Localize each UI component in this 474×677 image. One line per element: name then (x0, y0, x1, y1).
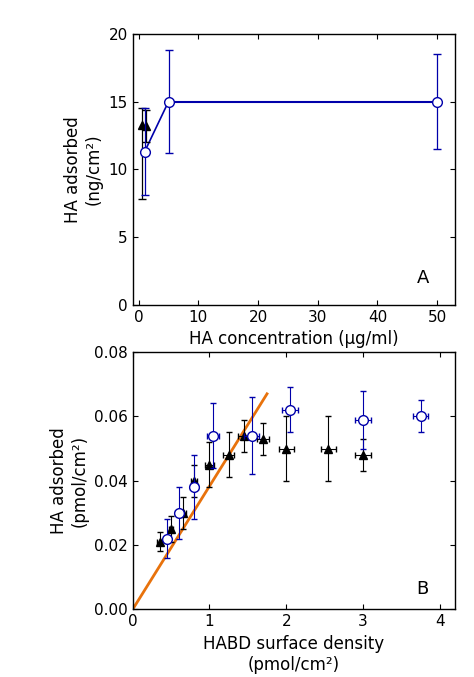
Text: A: A (416, 269, 429, 287)
Y-axis label: HA adsorbed
(ng/cm²): HA adsorbed (ng/cm²) (64, 116, 103, 223)
X-axis label: HABD surface density
(pmol/cm²): HABD surface density (pmol/cm²) (203, 635, 384, 674)
Text: B: B (416, 580, 428, 598)
X-axis label: HA concentration (μg/ml): HA concentration (μg/ml) (189, 330, 399, 348)
Y-axis label: HA adsorbed
(pmol/cm²): HA adsorbed (pmol/cm²) (50, 427, 89, 534)
